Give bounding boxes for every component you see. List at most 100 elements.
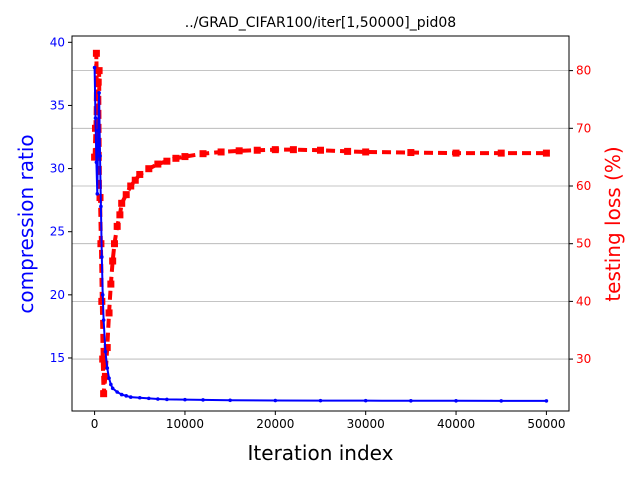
testing-loss-point	[344, 147, 352, 155]
x-tick-label: 30000	[347, 417, 385, 431]
testing-loss-point	[95, 67, 103, 75]
chart-title: ../GRAD_CIFAR100/iter[1,50000]_pid08	[185, 15, 456, 31]
compression-ratio-point	[147, 396, 151, 401]
compression-ratio-point	[107, 376, 111, 380]
testing-loss-point	[217, 148, 225, 156]
compression-ratio-point	[97, 91, 101, 95]
testing-loss-point	[109, 257, 117, 265]
right-tick-label: 80	[576, 64, 591, 78]
left-axis-ticks: 15 20 25 30 35 40	[50, 35, 72, 365]
right-tick-label: 40	[576, 294, 591, 308]
testing-loss-series	[91, 49, 550, 398]
compression-ratio-point	[183, 397, 187, 402]
testing-loss-point	[110, 240, 118, 248]
compression-ratio-point	[95, 192, 100, 196]
right-tick-label: 50	[576, 237, 591, 251]
compression-ratio-point	[228, 398, 232, 403]
right-axis-label: testing loss (%)	[601, 146, 625, 301]
testing-loss-point	[362, 148, 370, 156]
compression-ratio-point	[124, 394, 129, 398]
testing-loss-point	[407, 149, 415, 157]
testing-loss-point	[131, 176, 139, 184]
compression-ratio-point	[119, 392, 124, 397]
compression-ratio-point	[109, 382, 113, 387]
compression-ratio-point	[101, 318, 106, 322]
x-tick-label: 40000	[437, 417, 475, 431]
compression-ratio-point	[128, 395, 133, 399]
compression-ratio-point	[115, 390, 119, 394]
testing-loss-point	[136, 170, 144, 178]
testing-loss-point	[199, 150, 207, 158]
testing-loss-point	[145, 165, 153, 173]
compression-ratio-point	[137, 395, 142, 400]
compression-ratio-line	[93, 67, 547, 402]
compression-ratio-point	[93, 116, 98, 120]
compression-ratio-point	[409, 398, 413, 403]
x-tick-label: 10000	[166, 417, 204, 431]
testing-loss-line	[92, 53, 547, 394]
testing-loss-point	[317, 146, 324, 154]
testing-loss-point	[172, 154, 180, 162]
compression-ratio-point	[363, 398, 368, 403]
testing-loss-point	[116, 211, 124, 219]
testing-loss-point	[118, 199, 126, 207]
testing-loss-point	[94, 78, 102, 86]
compression-ratio-point	[110, 386, 115, 391]
plot-frame	[71, 35, 570, 412]
left-axis-label: compression ratio	[14, 134, 38, 313]
compression-ratio-point	[105, 366, 110, 370]
left-tick-label: 20	[50, 288, 65, 302]
compression-ratio-point	[96, 128, 101, 133]
compression-ratio-point	[273, 398, 278, 403]
compression-ratio-point	[544, 399, 549, 403]
compression-ratio-point	[318, 398, 323, 403]
compression-ratio-point	[165, 397, 169, 402]
compression-ratio-point	[156, 397, 160, 401]
compression-ratio-point	[94, 160, 99, 165]
compression-ratio-point	[499, 399, 504, 403]
compression-ratio-point	[98, 154, 102, 158]
compression-ratio-point	[100, 255, 104, 259]
testing-loss-point	[122, 191, 130, 199]
testing-loss-point	[154, 160, 162, 168]
right-axis-ticks: 30 40 50 60 70 80	[569, 64, 591, 366]
x-tick-label: 0	[91, 417, 99, 431]
testing-loss-point	[452, 149, 460, 157]
testing-loss-point	[542, 149, 550, 157]
testing-loss-point	[103, 344, 111, 352]
testing-loss-point	[98, 297, 106, 305]
right-tick-label: 70	[576, 121, 591, 135]
left-tick-label: 30	[50, 162, 65, 176]
testing-loss-point	[253, 146, 261, 154]
compression-ratio-point	[454, 398, 458, 403]
testing-loss-point	[91, 153, 99, 161]
testing-loss-point	[235, 147, 243, 155]
testing-loss-point	[107, 280, 115, 288]
left-tick-label: 15	[50, 351, 65, 365]
x-axis-ticks: 0 10000 20000 30000 40000 50000	[91, 411, 566, 431]
compression-ratio-point	[103, 349, 108, 354]
testing-loss-point	[105, 309, 113, 317]
compression-ratio-point	[99, 204, 103, 209]
testing-loss-point	[127, 182, 135, 190]
x-axis-label: Iteration index	[248, 441, 394, 465]
left-tick-label: 40	[50, 35, 65, 49]
compression-ratio-series	[92, 65, 549, 403]
compression-ratio-point	[201, 398, 205, 402]
compression-ratio-point	[92, 65, 97, 70]
testing-loss-point	[163, 157, 171, 165]
right-tick-label: 60	[576, 179, 591, 193]
grid-lines	[72, 70, 569, 360]
testing-loss-point	[99, 355, 107, 363]
compression-ratio-point	[100, 293, 105, 297]
testing-loss-point	[100, 390, 108, 398]
x-tick-label: 50000	[527, 417, 565, 431]
testing-loss-point	[92, 49, 100, 57]
testing-loss-point	[497, 149, 505, 157]
x-tick-label: 20000	[256, 417, 294, 431]
testing-loss-point	[181, 153, 189, 161]
testing-loss-point	[101, 372, 109, 380]
right-tick-label: 30	[576, 352, 591, 366]
testing-loss-point	[113, 222, 121, 230]
